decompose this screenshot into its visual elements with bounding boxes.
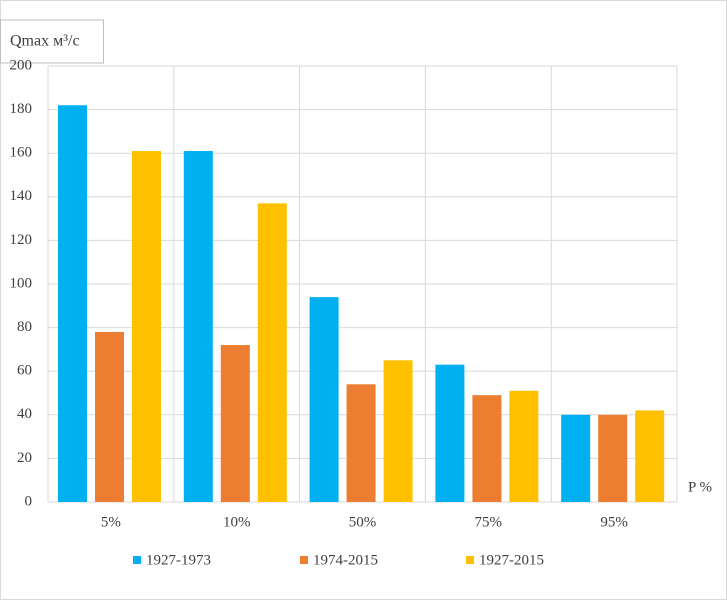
x-tick-label: 75% — [475, 514, 503, 530]
bar — [635, 410, 665, 502]
bar — [95, 331, 124, 502]
bar — [598, 414, 628, 502]
bar — [220, 345, 250, 502]
y-tick-label: 80 — [17, 319, 32, 335]
y-axis-label: Qmax м³/с — [10, 33, 80, 50]
legend-swatch — [466, 556, 474, 564]
legend-label: 1927-1973 — [146, 552, 211, 568]
legend-label: 1974-2015 — [313, 552, 378, 568]
bar — [383, 360, 413, 502]
y-tick-label: 60 — [17, 363, 32, 379]
x-axis-label: P % — [688, 479, 712, 495]
x-tick-label: 10% — [223, 514, 251, 530]
legend-swatch — [300, 556, 308, 564]
bar — [183, 151, 213, 502]
y-tick-label: 180 — [10, 101, 33, 117]
y-tick-label: 200 — [10, 57, 33, 73]
bar — [58, 105, 87, 503]
bar — [257, 203, 287, 502]
bar — [561, 414, 591, 502]
legend-label: 1927-2015 — [479, 552, 544, 568]
y-tick-label: 140 — [10, 188, 33, 204]
bar — [435, 364, 465, 502]
y-tick-label: 160 — [10, 145, 33, 161]
legend-swatch — [133, 556, 141, 564]
bar — [309, 297, 339, 502]
x-tick-label: 50% — [349, 514, 377, 530]
bar — [346, 384, 376, 502]
y-tick-label: 40 — [17, 406, 32, 422]
y-label-box — [0, 19, 104, 64]
y-tick-label: 120 — [10, 232, 33, 248]
bar — [509, 390, 539, 502]
bar — [132, 151, 161, 502]
bar — [472, 395, 502, 502]
y-tick-label: 20 — [17, 450, 32, 466]
x-tick-label: 5% — [101, 514, 121, 530]
y-tick-label: 100 — [10, 275, 33, 291]
y-tick-label: 0 — [25, 493, 33, 509]
x-tick-label: 95% — [600, 514, 628, 530]
